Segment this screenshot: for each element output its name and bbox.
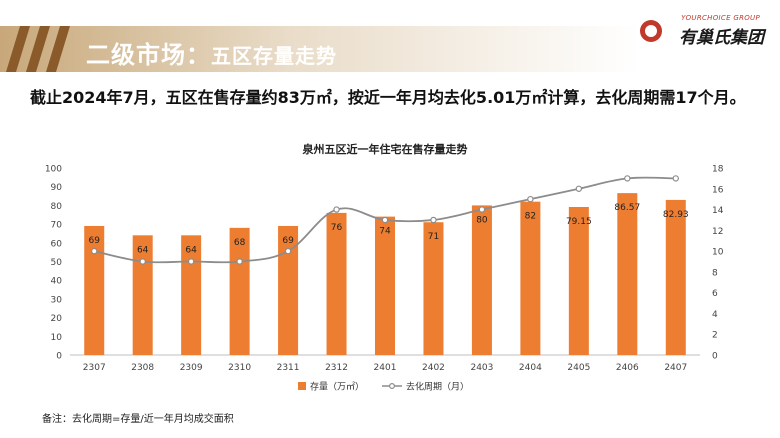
bar-label-2402: 71	[428, 232, 439, 242]
headline: 截止2024年7月，五区在售存量约83万㎡，按近一年月均去化5.01万㎡计算，去…	[30, 88, 746, 107]
bar-2403	[471, 205, 492, 355]
y-right-tick-label: 0	[712, 352, 718, 362]
bar-2401	[375, 216, 395, 355]
bar-label-2404: 82	[525, 212, 536, 222]
y-right-tick-label: 12	[712, 227, 723, 237]
y-left-tick-label: 40	[51, 277, 63, 287]
bar-label-2406: 86.57	[614, 203, 640, 213]
y-right-tick-label: 8	[712, 268, 718, 278]
legend-line-marker	[389, 383, 396, 390]
y-right-tick-label: 4	[712, 310, 718, 320]
page-title-main: 二级市场：	[86, 41, 211, 69]
bar-label-2309: 64	[185, 245, 197, 255]
y-left-tick-label: 60	[51, 239, 63, 249]
cycle-point-2312	[333, 206, 340, 213]
y-left-tick-label: 10	[51, 333, 63, 343]
bar-2407	[665, 199, 686, 355]
bar-2308	[132, 235, 153, 355]
x-tick-label: 2308	[131, 363, 154, 373]
cycle-point-2404	[527, 195, 534, 203]
y-left-tick-label: 80	[51, 202, 63, 212]
bar-label-2407: 82.93	[663, 210, 689, 220]
bar-label-2310: 68	[234, 238, 246, 248]
x-tick-label: 2407	[664, 363, 687, 373]
legend-bar-swatch	[298, 382, 306, 390]
x-tick-label: 2406	[616, 363, 639, 373]
y-left-tick-label: 90	[51, 183, 63, 193]
x-tick-label: 2404	[519, 363, 542, 373]
legend-bar-label: 存量（万㎡）	[310, 381, 364, 393]
header-stripes	[6, 26, 70, 72]
x-tick-label: 2401	[374, 363, 397, 373]
y-right-tick-label: 16	[712, 185, 724, 195]
cycle-point-2407	[672, 175, 679, 182]
cycle-point-2406	[624, 175, 631, 182]
bar-label-2308: 64	[137, 245, 149, 255]
bar-2405	[568, 206, 589, 355]
cycle-point-2402	[430, 216, 437, 224]
bar-2402	[423, 222, 444, 355]
y-right-tick-label: 10	[712, 248, 724, 258]
header-band	[0, 26, 640, 72]
bar-2404	[520, 201, 541, 355]
y-left-tick-label: 20	[51, 314, 63, 324]
x-tick-label: 2309	[180, 363, 203, 373]
bar-label-2405: 79.15	[566, 217, 592, 227]
y-right-tick-label: 18	[712, 165, 724, 175]
bar-label-2307: 69	[89, 236, 101, 246]
bar-2406	[617, 193, 638, 355]
bar-label-2403: 80	[476, 215, 488, 225]
y-right-tick-label: 6	[712, 289, 718, 299]
inventory-chart: 泉州五区近一年住宅在售存量走势0102030405060708090100024…	[45, 142, 724, 393]
bar-2307	[84, 225, 105, 355]
cycle-point-2401	[381, 216, 389, 224]
x-tick-label: 2311	[277, 363, 300, 373]
y-left-tick-label: 70	[51, 221, 63, 231]
bar-2309	[181, 235, 202, 355]
x-tick-label: 2312	[325, 363, 348, 373]
page-title-sub: 五区存量走势	[211, 44, 337, 68]
bar-label-2312: 76	[331, 223, 343, 233]
x-tick-label: 2403	[470, 363, 493, 373]
chart-title: 泉州五区近一年住宅在售存量走势	[302, 142, 468, 156]
cycle-point-2405	[575, 185, 583, 192]
x-tick-label: 2307	[83, 363, 106, 373]
cycle-point-2309	[187, 258, 195, 265]
cycle-point-2308	[139, 258, 146, 265]
bar-2310	[229, 227, 250, 355]
cycle-point-2403	[478, 206, 486, 213]
company-logo: YOURCHOICE GROUP 有巢氏集团	[640, 6, 772, 48]
y-right-tick-label: 2	[712, 331, 718, 341]
bar-2311	[278, 225, 299, 355]
cycle-point-2310	[236, 258, 243, 265]
y-right-tick-label: 14	[712, 206, 724, 216]
y-left-tick-label: 50	[51, 258, 63, 268]
legend-line-label: 去化周期（月）	[406, 381, 469, 393]
bar-label-2311: 69	[282, 236, 294, 246]
cycle-point-2311	[284, 247, 292, 255]
cycle-point-2307	[91, 247, 98, 255]
y-left-tick-label: 100	[45, 165, 62, 175]
logo-chinese: 有巢氏集团	[679, 28, 764, 48]
bar-2312	[326, 212, 347, 355]
footnote: 备注：去化周期=存量/近一年月均成交面积	[42, 414, 234, 425]
logo-mark-icon	[640, 20, 662, 42]
page-title: 二级市场：五区存量走势	[86, 35, 337, 70]
x-tick-label: 2310	[228, 363, 251, 373]
x-tick-label: 2402	[422, 363, 445, 373]
bar-label-2401: 74	[379, 227, 391, 237]
x-tick-label: 2405	[567, 363, 590, 373]
y-left-tick-label: 0	[56, 352, 62, 362]
y-left-tick-label: 30	[51, 295, 63, 305]
logo-english: YOURCHOICE GROUP	[681, 14, 760, 22]
